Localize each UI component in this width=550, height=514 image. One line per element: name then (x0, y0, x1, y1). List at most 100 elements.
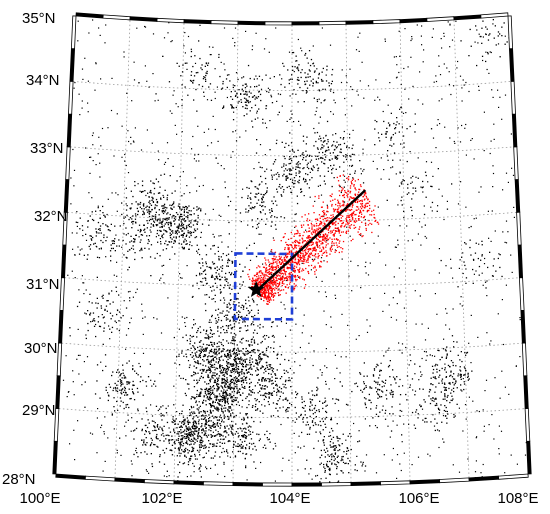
earthquake-dot (507, 231, 509, 233)
earthquake-dot (246, 358, 248, 360)
earthquake-dot (204, 391, 206, 393)
earthquake-dot (233, 340, 235, 342)
earthquake-dot (122, 383, 124, 385)
earthquake-dot (120, 373, 122, 375)
earthquake-dot (228, 356, 230, 358)
earthquake-dot (497, 35, 499, 37)
earthquake-dot (199, 369, 201, 371)
earthquake-dot (181, 246, 183, 248)
earthquake-dot (96, 307, 98, 309)
earthquake-dot (181, 222, 183, 224)
earthquake-dot (209, 332, 212, 334)
earthquake-dot (412, 193, 414, 195)
earthquake-dot (476, 410, 478, 412)
earthquake-dot (62, 379, 65, 381)
earthquake-dot (248, 434, 250, 436)
earthquake-dot (255, 362, 257, 364)
earthquake-dot (236, 377, 238, 379)
earthquake-dot (218, 345, 220, 348)
earthquake-dot (323, 162, 325, 165)
earthquake-dot (257, 325, 259, 327)
earthquake-dot (393, 143, 395, 145)
earthquake-dot (164, 206, 166, 209)
earthquake-dot (85, 289, 87, 291)
earthquake-dot (240, 306, 242, 309)
earthquake-dot (471, 370, 473, 372)
earthquake-dot (292, 51, 295, 54)
earthquake-dot (99, 228, 101, 230)
earthquake-dot (227, 327, 229, 329)
earthquake-dot (177, 448, 180, 450)
earthquake-dot (384, 418, 387, 420)
earthquake-dot (170, 221, 172, 223)
earthquake-dot (262, 326, 264, 328)
earthquake-dot (240, 443, 242, 446)
earthquake-dot (249, 101, 251, 103)
earthquake-dot (187, 435, 189, 438)
earthquake-dot (130, 207, 132, 209)
earthquake-dot (199, 467, 201, 469)
earthquake-dot (379, 411, 381, 413)
earthquake-dot (193, 346, 195, 348)
earthquake-dot (258, 362, 260, 364)
earthquake-dot (303, 167, 305, 169)
earthquake-dot (268, 379, 271, 381)
earthquake-dot (439, 359, 441, 361)
earthquake-dot (202, 401, 204, 404)
earthquake-dot (242, 90, 244, 92)
earthquake-dot (328, 159, 331, 161)
earthquake-dot (116, 328, 118, 330)
earthquake-dot (206, 397, 208, 399)
earthquake-dot (217, 140, 219, 142)
earthquake-dot (196, 367, 198, 369)
earthquake-dot (478, 85, 480, 87)
earthquake-dot (382, 405, 384, 407)
earthquake-dot (231, 107, 233, 109)
earthquake-dot (77, 221, 79, 224)
earthquake-dot (184, 418, 186, 420)
earthquake-dot (438, 55, 440, 57)
earthquake-dot (460, 370, 462, 372)
earthquake-dot (263, 380, 266, 382)
earthquake-dot (226, 340, 228, 342)
earthquake-dot (163, 452, 166, 454)
earthquake-dot (213, 262, 216, 265)
earthquake-dot (170, 449, 172, 451)
earthquake-dot (175, 212, 178, 214)
earthquake-dot (352, 129, 354, 131)
earthquake-dot (328, 455, 330, 457)
earthquake-dot (438, 369, 441, 372)
earthquake-dot (240, 377, 242, 379)
earthquake-dot (284, 398, 286, 400)
earthquake-dot (335, 297, 337, 299)
earthquake-dot (202, 370, 204, 372)
earthquake-dot (164, 223, 166, 225)
earthquake-dot (185, 425, 187, 427)
earthquake-dot (177, 229, 179, 231)
earthquake-dot (236, 344, 238, 346)
earthquake-dot (304, 72, 306, 74)
earthquake-dot (324, 159, 326, 161)
earthquake-dot (242, 447, 244, 449)
earthquake-dot (223, 373, 225, 376)
earthquake-dot (288, 163, 290, 165)
earthquake-dot (271, 383, 273, 385)
earthquake-dot (251, 338, 253, 340)
earthquake-dot (296, 418, 298, 420)
earthquake-dot (195, 274, 198, 277)
earthquake-dot (289, 170, 291, 172)
earthquake-dot (167, 434, 169, 436)
earthquake-dot (334, 102, 336, 104)
earthquake-dot (201, 415, 203, 417)
earthquake-dot (243, 379, 245, 381)
earthquake-dot (186, 68, 188, 70)
earthquake-dot (180, 234, 182, 236)
earthquake-dot (432, 28, 434, 30)
earthquake-dot (155, 236, 157, 238)
earthquake-dot (213, 342, 215, 344)
earthquake-dot (234, 85, 236, 87)
earthquake-dot (323, 215, 325, 217)
earthquake-dot (213, 366, 215, 368)
earthquake-dot (172, 230, 174, 232)
earthquake-dot (210, 427, 212, 429)
